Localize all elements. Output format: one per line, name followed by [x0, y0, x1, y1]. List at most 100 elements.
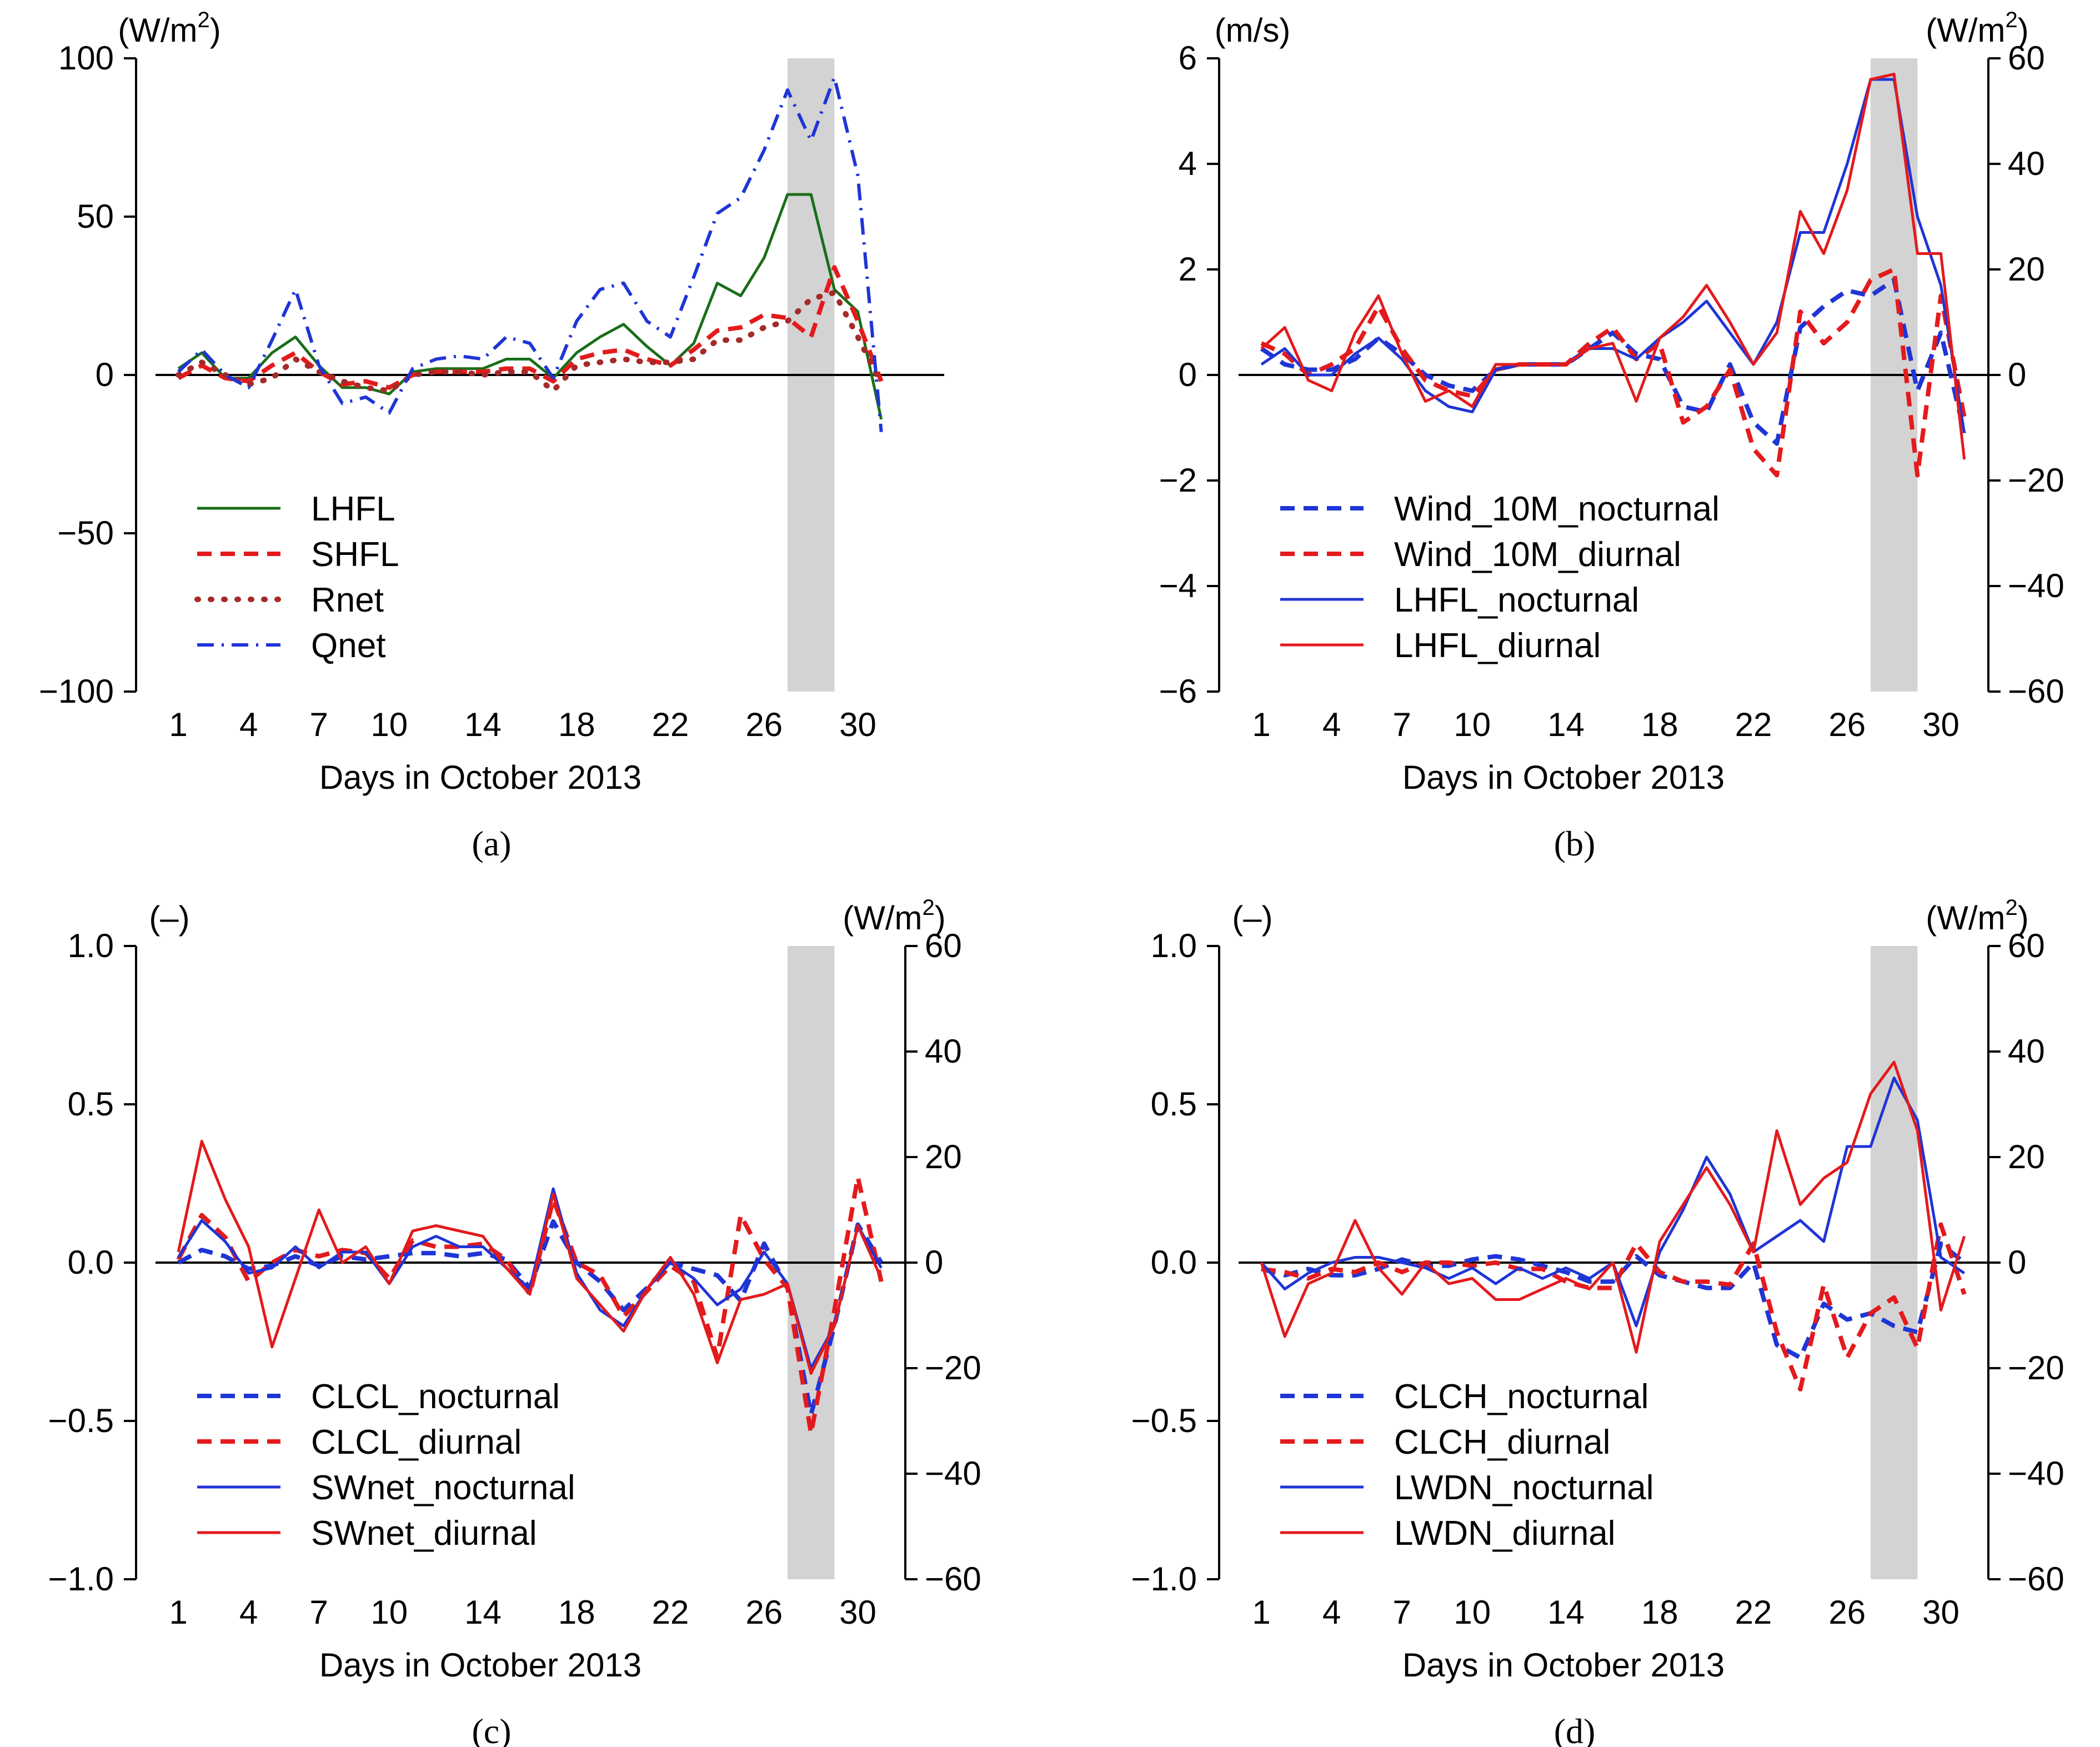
y-axis-left: −100 −50 0 50 100(W/m2)	[39, 8, 221, 710]
series-line-wind-10m-nocturnal	[1260, 278, 1967, 446]
y2-tick-label: 0	[925, 1244, 943, 1281]
y-axis-left: −6 −4 −2 0 2 4 6 (m/s)	[1159, 12, 1291, 710]
y2-tick-label: 60	[925, 927, 962, 964]
y2-tick-label: −40	[2008, 1455, 2064, 1492]
panel-c: −1.0−0.50.00.51.0(–)−60−40−200204060(W/m…	[48, 895, 981, 1747]
x-tick-label: 18	[558, 1594, 595, 1631]
y2-tick-label: −60	[2008, 673, 2064, 710]
x-axis-title: Days in October 2013	[1402, 1646, 1725, 1684]
y2-tick-label: 60	[2008, 39, 2045, 77]
x-tick-label: 1	[169, 1594, 187, 1631]
y-axis-unit: (m/s)	[1215, 12, 1291, 49]
series-line-rnet	[176, 289, 884, 394]
y2-axis-unit: (W/m2)	[1926, 8, 2029, 49]
legend-label: LWDN_nocturnal	[1394, 1469, 1653, 1507]
y-axis-unit: (–)	[149, 899, 189, 937]
y2-tick-label: 20	[2008, 1138, 2045, 1175]
y-tick-label: 0.0	[1151, 1244, 1197, 1281]
legend-label: LHFL_nocturnal	[1394, 581, 1639, 619]
x-tick-label: 30	[1922, 1594, 1959, 1631]
x-tick-label: 22	[1735, 1594, 1772, 1631]
y2-tick-label: 0	[2008, 1244, 2026, 1281]
legend: CLCL_nocturnal CLCL_diurnal SWnet_nocturna…	[197, 1378, 575, 1553]
x-tick-label: 7	[1393, 1594, 1411, 1631]
panel-label: (b)	[1554, 824, 1596, 863]
y-tick-label: 0.0	[68, 1244, 114, 1281]
y-axis-left: −1.0 −0.5 0.0 0.5 1.0 (–)	[1131, 899, 1273, 1598]
y2-tick-label: 0	[2008, 356, 2026, 393]
legend-label: LWDN_diurnal	[1394, 1514, 1616, 1553]
x-tick-label: 26	[745, 1594, 783, 1631]
series-line-lhfl-diurnal	[1260, 73, 1966, 460]
series-line-lwdn-nocturnal	[1260, 1077, 1966, 1328]
x-tick-label: 18	[1641, 706, 1678, 743]
legend-label: SWnet_diurnal	[311, 1514, 537, 1553]
x-tick-label: 4	[1322, 1594, 1341, 1631]
y-tick-label: 6	[1179, 39, 1197, 77]
y-tick-label: 0.5	[1151, 1085, 1197, 1123]
x-tick-label: 30	[1922, 706, 1959, 743]
y-tick-label: −50	[57, 514, 114, 552]
x-tick-label: 1	[1252, 706, 1270, 743]
y-tick-label: 0	[96, 356, 114, 393]
x-tick-label: 18	[558, 706, 595, 743]
x-tick-label: 14	[1547, 1594, 1585, 1631]
y-tick-label: 0.5	[68, 1085, 114, 1123]
series-line-lhfl-nocturnal	[1260, 78, 1966, 433]
y-tick-label: −0.5	[1131, 1402, 1197, 1439]
x-tick-label: 30	[839, 1594, 876, 1631]
x-tick-label: 10	[1454, 706, 1491, 743]
legend: Wind_10M_nocturnal Wind_10M_diurnal LHFL_n…	[1280, 490, 1720, 665]
y2-tick-label: 20	[925, 1138, 962, 1175]
x-axis-title: Days in October 2013	[319, 1646, 641, 1684]
x-tick-label: 4	[239, 706, 258, 743]
series-line-swnet-diurnal	[177, 1140, 883, 1375]
series-line-lwdn-diurnal	[1260, 1060, 1966, 1354]
x-tick-label: 14	[464, 706, 502, 743]
legend-label: SWnet_nocturnal	[311, 1469, 575, 1507]
series-line-wind-10m-diurnal	[1260, 267, 1967, 478]
panel-label: (c)	[472, 1711, 511, 1747]
x-tick-label: 1	[169, 706, 187, 743]
x-axis-title: Days in October 2013	[319, 759, 641, 796]
legend-label: Rnet	[311, 581, 384, 619]
y-tick-label: 2	[1179, 251, 1197, 288]
x-tick-label: 4	[239, 1594, 258, 1631]
series-line-clch-nocturnal	[1261, 1241, 1966, 1360]
y-axis-unit: (W/m2)	[118, 8, 221, 49]
y-tick-label: −1.0	[48, 1560, 114, 1598]
x-tick-label: 4	[1322, 706, 1341, 743]
legend-label: Wind_10M_diurnal	[1394, 535, 1681, 574]
y2-tick-label: −40	[925, 1455, 981, 1492]
panel-label: (d)	[1554, 1711, 1596, 1747]
legend-label: Qnet	[311, 627, 385, 665]
series-line-qnet	[177, 76, 883, 432]
x-tick-label: 22	[652, 706, 689, 743]
x-tick-label: 7	[310, 706, 328, 743]
x-tick-label: 10	[1454, 1594, 1491, 1631]
y-tick-label: −0.5	[48, 1402, 114, 1439]
panel-label: (a)	[472, 824, 511, 863]
legend-label: CLCH_diurnal	[1394, 1423, 1610, 1461]
series-line-swnet-nocturnal	[177, 1187, 883, 1370]
y-tick-label: 50	[77, 198, 114, 235]
y2-tick-label: 40	[2008, 1033, 2045, 1070]
x-tick-label: 10	[370, 1594, 408, 1631]
x-tick-label: 14	[464, 1594, 502, 1631]
y2-tick-label: 40	[2008, 145, 2045, 182]
x-axis-title: Days in October 2013	[1402, 759, 1725, 796]
x-tick-label: 14	[1547, 706, 1585, 743]
y-axis-left: −1.0 −0.5 0.0 0.5 1.0 (–)	[48, 899, 190, 1598]
legend-label: LHFL	[311, 490, 395, 528]
series-line-clcl-diurnal	[176, 1175, 884, 1436]
legend-label: Wind_10M_nocturnal	[1394, 490, 1720, 528]
y2-tick-label: 60	[2008, 927, 2045, 964]
legend-label: CLCL_diurnal	[311, 1423, 522, 1461]
y-tick-label: −2	[1159, 462, 1197, 499]
